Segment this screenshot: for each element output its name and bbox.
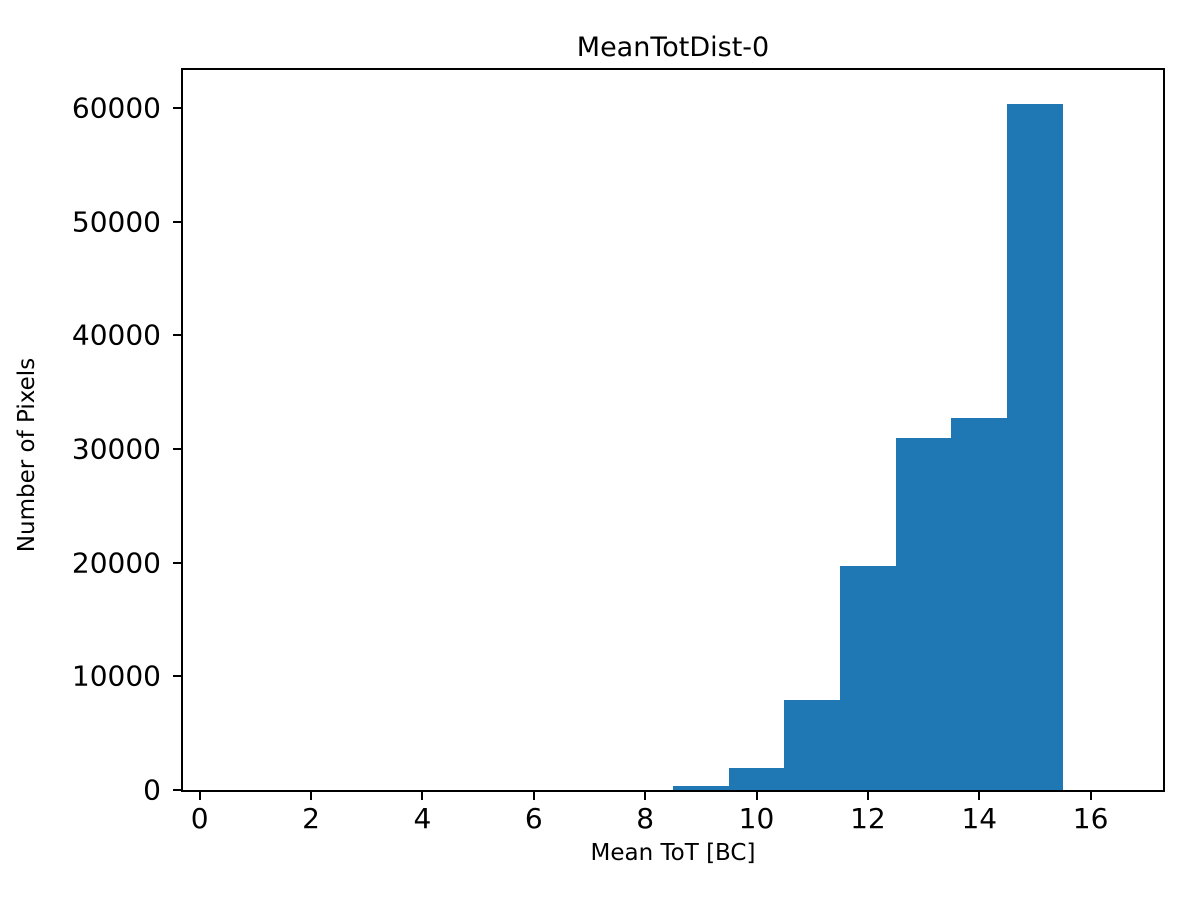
y-tick-mark (173, 561, 181, 564)
histogram-bar (673, 785, 729, 790)
x-tick-mark (866, 792, 869, 800)
x-tick-label: 4 (413, 802, 432, 835)
x-tick-mark (421, 792, 424, 800)
y-tick-label: 0 (143, 773, 161, 807)
histogram-bar (1007, 104, 1063, 790)
plot-area (181, 68, 1165, 792)
y-tick-label: 30000 (71, 432, 161, 466)
x-tick-label: 10 (738, 802, 775, 835)
x-tick-label: 16 (1072, 802, 1109, 835)
y-tick-label: 10000 (71, 659, 161, 693)
x-tick-label: 6 (524, 802, 543, 835)
y-tick-mark (173, 789, 181, 791)
y-tick-label: 50000 (71, 205, 161, 238)
y-tick-mark (173, 220, 181, 223)
x-tick-label: 12 (850, 802, 886, 835)
y-tick-mark (173, 106, 181, 109)
histogram-bar (784, 699, 841, 790)
chart-title: MeanTotDist-0 (576, 32, 770, 63)
x-axis-label: Mean ToT [BC] (590, 840, 756, 866)
y-tick-label: 40000 (71, 318, 161, 352)
histogram-bar (951, 417, 1008, 790)
x-tick-mark (198, 792, 201, 800)
x-tick-label: 2 (302, 802, 321, 835)
y-tick-label: 20000 (71, 546, 161, 580)
y-tick-mark (173, 447, 181, 450)
bars-layer (183, 70, 1163, 790)
x-tick-label: 14 (961, 802, 998, 835)
x-tick-mark (532, 792, 535, 800)
x-tick-mark (644, 792, 647, 800)
x-tick-label: 8 (636, 802, 655, 835)
y-tick-mark (173, 334, 181, 337)
y-tick-label: 60000 (71, 91, 161, 125)
histogram-bar (728, 768, 785, 790)
y-tick-mark (173, 675, 181, 678)
x-tick-label: 0 (190, 802, 209, 835)
x-tick-mark (310, 792, 313, 800)
x-tick-mark (1089, 792, 1092, 800)
histogram-bar (840, 566, 896, 790)
histogram-bar (895, 437, 952, 790)
x-tick-mark (755, 792, 758, 800)
x-tick-mark (978, 792, 981, 800)
